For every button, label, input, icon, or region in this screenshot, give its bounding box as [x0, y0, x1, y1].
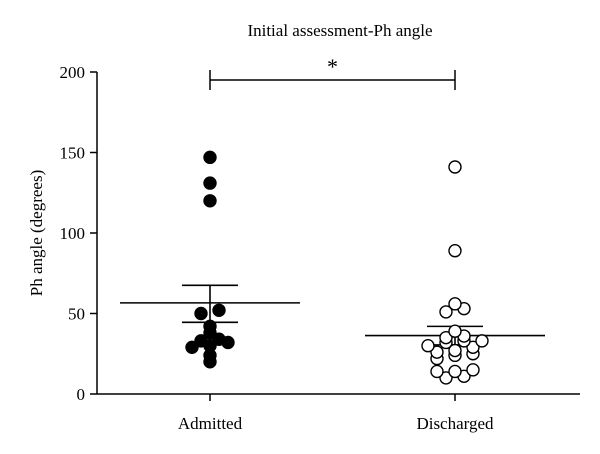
data-point-open	[430, 364, 444, 379]
data-point-filled	[194, 306, 208, 321]
data-point-open	[448, 324, 462, 338]
data-point-open	[466, 363, 480, 377]
data-point-filled	[203, 176, 217, 190]
y-axis-label: Ph angle (degrees)	[27, 170, 46, 297]
y-tick-label: 150	[60, 144, 86, 163]
y-tick-label: 50	[68, 305, 85, 324]
data-point-open	[448, 297, 462, 311]
data-point-filled	[203, 319, 217, 334]
data-point-open	[439, 371, 453, 385]
axes: 0 50 100 150 200 Admitted Discharged	[60, 63, 580, 433]
data-point-open	[430, 345, 444, 359]
y-tick-label: 200	[60, 63, 86, 82]
y-tick-label: 0	[77, 385, 86, 404]
data-point-filled	[203, 150, 217, 165]
data-point-open	[475, 334, 489, 348]
data-point-open	[466, 340, 480, 355]
data-point-filled	[203, 194, 217, 208]
x-tick-label: Discharged	[416, 414, 494, 433]
data-point-open	[421, 339, 435, 353]
data-point-open	[448, 160, 462, 174]
data-point-open	[439, 305, 453, 319]
x-tick-label: Admitted	[178, 414, 243, 433]
data-point-filled	[185, 340, 199, 355]
data-point-filled	[212, 332, 226, 346]
y-tick-label: 100	[60, 224, 86, 243]
data-point-open	[439, 330, 453, 345]
data-point-open	[448, 244, 462, 258]
data-point-open	[448, 364, 462, 379]
chart-title: Initial assessment-Ph angle	[247, 21, 432, 40]
data-point-filled	[194, 334, 208, 348]
significance-annotation: *	[209, 54, 456, 90]
significance-label: *	[327, 54, 338, 79]
data-point-filled	[212, 303, 226, 317]
data-points	[185, 150, 489, 385]
data-point-open	[448, 343, 462, 358]
